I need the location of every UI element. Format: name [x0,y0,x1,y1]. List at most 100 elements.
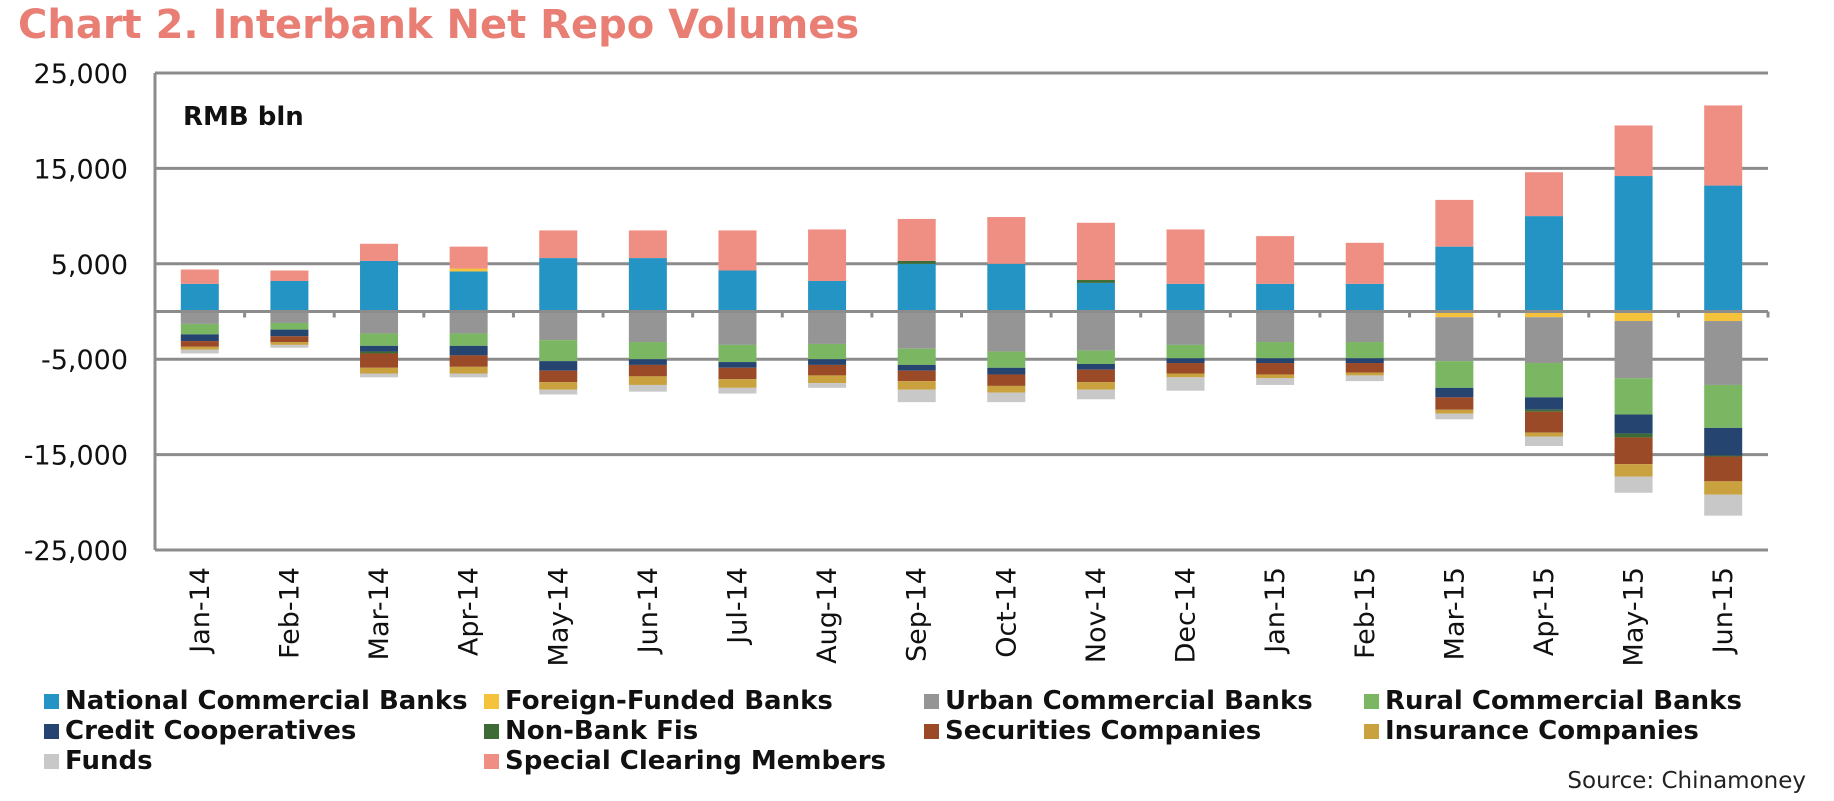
bar-segment [1345,363,1384,373]
bar-segment [449,345,488,356]
bars-layer [180,105,1743,516]
bar-segment [1076,282,1115,312]
bar-segment [1435,311,1474,318]
bar-segment [1524,216,1563,312]
bar-segment [628,342,667,360]
legend-swatch [44,693,59,709]
legend-label: Funds [65,746,153,776]
legend-swatch [484,753,499,769]
bar-segment [897,218,936,261]
legend-item: National Commercial Banks [44,686,484,716]
bar-segment [718,379,757,388]
y-tick-label: -25,000 [24,536,128,567]
bar-segment [1345,342,1384,359]
legend-label: Non-Bank Fis [505,716,699,746]
legend-item: Credit Cooperatives [44,716,484,746]
legend-item: Funds [44,746,484,776]
bar-segment [808,359,847,365]
bar-segment [180,311,219,324]
bar-segment [1704,185,1743,312]
bar-segment [449,333,488,346]
chart-canvas: 25,000 15,000 5,000 -5,000 -15,000 -25,000 Jan… [24,59,1770,666]
bar-segment [1524,311,1563,318]
bar-segment [1256,236,1295,284]
bar-segment [718,387,757,394]
bar-segment [987,217,1026,264]
bar-segment [1435,199,1474,247]
bar-segment [270,329,309,337]
x-tick-label: Jul-14 [722,567,753,646]
tick-labels: 25,000 15,000 5,000 -5,000 -15,000 -25,000 Jan… [24,59,1739,666]
bar-segment [180,341,219,347]
y-tick-label: 25,000 [34,59,128,90]
legend-item: Urban Commercial Banks [924,686,1364,716]
bar-segment [1704,455,1743,457]
bar-segment [628,384,667,392]
bar-segment [1614,476,1653,493]
bar-segment [1076,363,1115,370]
bar-segment [180,323,219,335]
bar-segment [987,385,1026,393]
bar-segment [897,260,936,264]
x-tick-label: Nov-14 [1081,567,1112,663]
bar-segment [1435,387,1474,398]
bar-segment [539,361,578,371]
chart-title: Chart 2. Interbank Net Repo Volumes [18,2,860,48]
legend-label: Rural Commercial Banks [1385,686,1742,716]
x-tick-label: Mar-15 [1439,567,1470,660]
bar-segment [539,370,578,383]
bar-segment [1345,283,1384,312]
bar-segment [1704,105,1743,186]
bar-segment [449,271,488,312]
unit-label: RMB bln [183,102,304,132]
legend: National Commercial Banks Foreign-Funded … [44,686,1804,776]
x-tick-label: Aug-14 [812,567,843,664]
bar-segment [1704,311,1743,322]
bar-segment [718,367,757,380]
bar-segment [1614,125,1653,177]
legend-item: Rural Commercial Banks [1364,686,1804,716]
bar-segment [1076,389,1115,400]
bar-segment [539,389,578,395]
bar-segment [718,311,757,345]
bar-segment [360,345,399,352]
bar-segment [360,351,399,354]
source-note: Source: Chinamoney [1567,768,1806,794]
bar-segment [1704,427,1743,456]
bar-segment [897,364,936,371]
bar-segment [270,336,309,343]
bar-segment [718,270,757,312]
bar-segment [360,333,399,346]
bar-segment [1704,481,1743,495]
bar-segment [1076,222,1115,281]
bar-segment [1166,363,1205,374]
bar-segment [1076,369,1115,383]
bar-segment [1256,374,1295,379]
bar-segment [1614,414,1653,434]
bar-segment [1614,321,1653,379]
legend-label: Foreign-Funded Banks [505,686,833,716]
bar-segment [897,348,936,365]
bar-segment [1166,344,1205,359]
bar-segment [628,359,667,365]
bar-segment [270,270,309,281]
legend-item: Insurance Companies [1364,716,1804,746]
y-tick-label: 5,000 [51,250,128,281]
bar-segment [1704,384,1743,428]
bar-segment [449,373,488,378]
bar-segment [1435,397,1474,410]
bar-segment [897,389,936,403]
bar-segment [1524,172,1563,217]
bar-segment [539,258,578,312]
bar-segment [808,364,847,376]
y-tick-label: 15,000 [34,154,128,185]
x-tick-label: Feb-15 [1350,567,1381,659]
bar-segment [180,269,219,284]
bar-segment [1435,361,1474,388]
bar-segment [628,311,667,343]
bar-segment [718,230,757,271]
bar-segment [1076,382,1115,390]
bar-segment [1166,358,1205,364]
bar-segment [808,311,847,344]
x-tick-label: May-14 [543,567,574,666]
